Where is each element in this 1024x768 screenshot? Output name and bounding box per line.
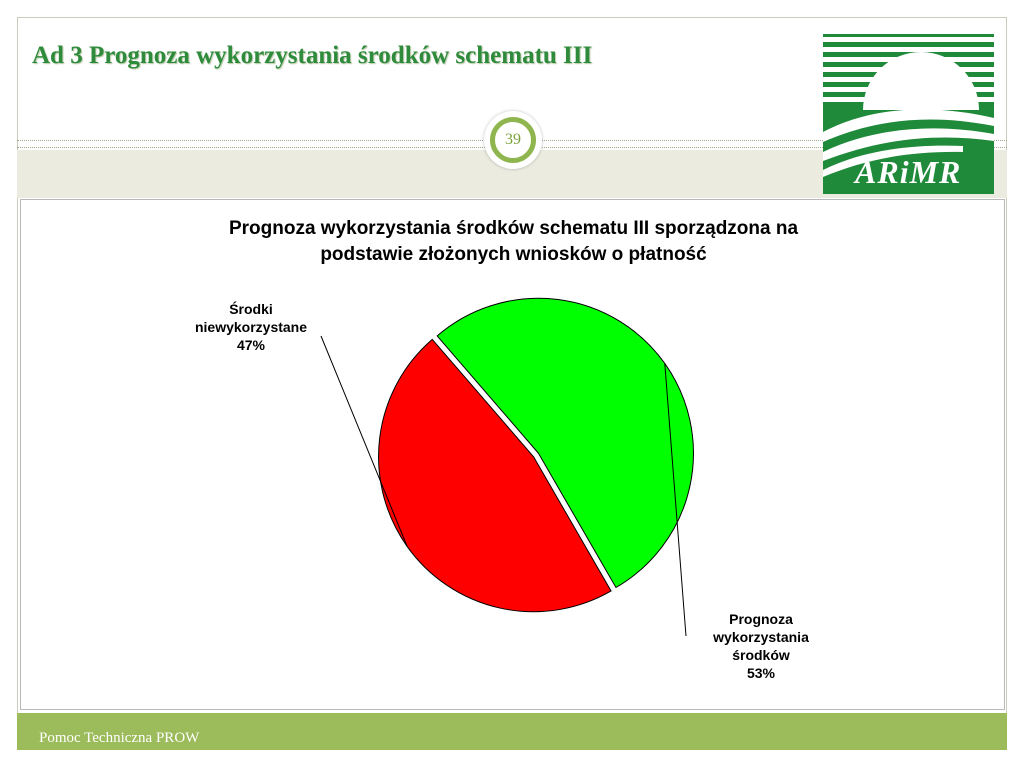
slice-label-forecast-line-2: wykorzystania — [713, 629, 809, 645]
chart-title: Prognoza wykorzystania środków schematu … — [21, 216, 1006, 268]
chart-title-line-2: podstawie złożonych wniosków o płatność — [320, 244, 707, 265]
pie-slice-2 — [436, 297, 694, 589]
leader-line-1 — [320, 335, 408, 547]
arimr-logo: ARiMR — [823, 34, 994, 194]
arimr-logo-graphic — [823, 34, 994, 194]
slice-label-unused-line-2: niewykorzystane — [194, 319, 308, 335]
page-number-badge: 39 — [484, 111, 542, 169]
slice-label-forecast-line-1: Prognoza — [729, 611, 793, 627]
slice-label-forecast-usage: Prognoza wykorzystania środków 53% — [686, 610, 836, 682]
logo-text: ARiMR — [855, 154, 962, 190]
footer-bar: Pomoc Techniczna PROW — [17, 713, 1007, 750]
footer-text: Pomoc Techniczna PROW — [39, 730, 200, 746]
slice-label-unused-funds: Środki niewykorzystane 47% — [171, 300, 331, 354]
chart-container: Prognoza wykorzystania środków schematu … — [20, 199, 1005, 710]
slice-label-unused-percent: 47% — [236, 337, 266, 353]
pie-chart — [320, 297, 694, 637]
leader-line-2 — [664, 363, 687, 637]
slide-title: Ad 3 Prognoza wykorzystania środków sche… — [32, 42, 593, 69]
slice-label-unused-line-1: Środki — [229, 301, 273, 317]
slice-label-forecast-percent: 53% — [746, 665, 776, 681]
chart-title-line-1: Prognoza wykorzystania środków schematu … — [228, 218, 799, 239]
page-number: 39 — [490, 117, 536, 163]
slice-label-forecast-line-3: środków — [732, 647, 790, 663]
